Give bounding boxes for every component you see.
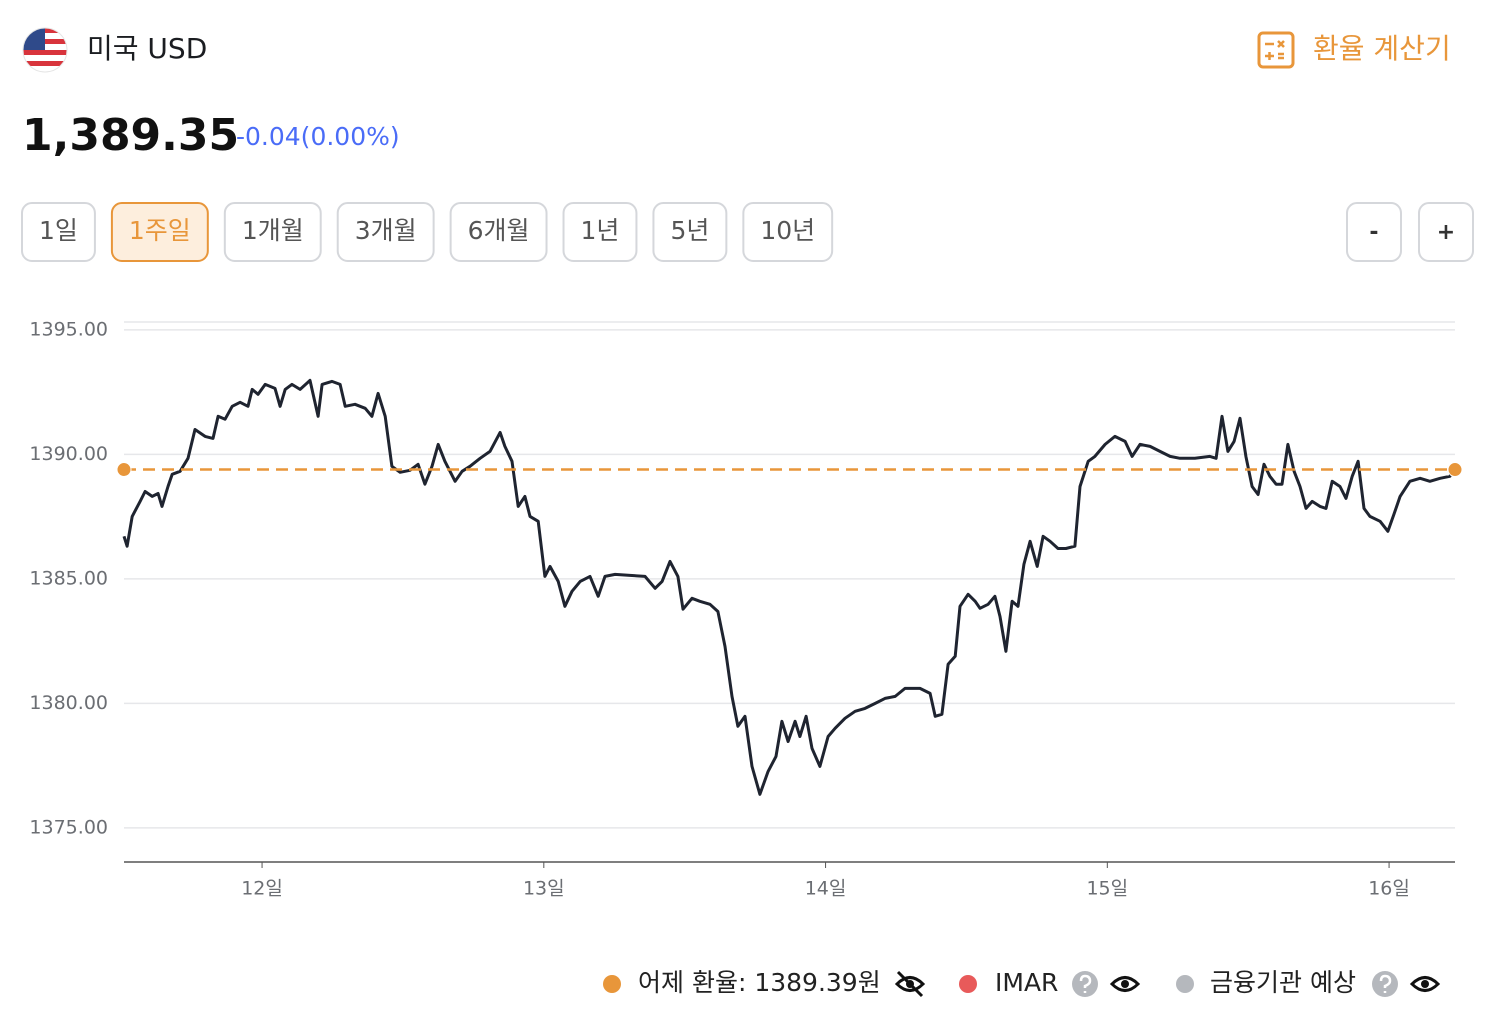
x-tick-label: 12일 xyxy=(241,878,283,900)
eye-slash[interactable] xyxy=(896,970,924,998)
price-line xyxy=(122,378,1457,796)
period-button[interactable]: 6개월 xyxy=(449,202,548,262)
period-button[interactable]: 5년 xyxy=(652,202,728,262)
calculator-label[interactable]: 환율 계산기 xyxy=(1313,32,1451,65)
x-tick-label: 16일 xyxy=(1368,878,1410,900)
period-button[interactable]: 1주일 xyxy=(110,202,209,262)
x-tick-label: 13일 xyxy=(523,878,565,900)
help-glyph[interactable] xyxy=(1379,974,1392,993)
period-button-bg[interactable] xyxy=(449,202,548,262)
period-button[interactable]: 3개월 xyxy=(336,202,435,262)
legend: 어제 환율: 1389.39원 IMAR 금융기관 예상 xyxy=(603,968,1441,998)
period-label[interactable]: 1일 xyxy=(39,216,78,245)
period-button[interactable]: 1일 xyxy=(21,202,96,262)
zoom-controls: - + xyxy=(1346,202,1474,262)
period-label[interactable]: 6개월 xyxy=(468,216,530,245)
y-tick-label: 1390.00 xyxy=(29,443,108,465)
y-tick-label: 1380.00 xyxy=(29,692,108,714)
period-button-bg[interactable] xyxy=(742,202,834,262)
x-tick-label: 14일 xyxy=(805,878,847,900)
period-button[interactable]: 1개월 xyxy=(223,202,322,262)
hidden-toggle[interactable] xyxy=(894,970,926,998)
help-icon[interactable] xyxy=(1072,971,1098,997)
price: 1,389.35 xyxy=(22,110,239,161)
period-tabs: 1일 1주일 1개월 3개월 6개월 1년 5년 10년 xyxy=(21,202,834,262)
period-label[interactable]: 3개월 xyxy=(355,216,417,245)
chart: 1375.00 1380.00 1385.00 1390.00 1395.00 12일 13… xyxy=(29,318,1463,900)
legend-dot xyxy=(1176,975,1194,993)
zoom-button-bg[interactable] xyxy=(1346,202,1402,262)
eye-pupil[interactable] xyxy=(1421,980,1429,988)
legend-dot xyxy=(603,975,621,993)
period-label[interactable]: 1주일 xyxy=(129,216,191,245)
flag-icon xyxy=(23,28,67,72)
x-tick-label: 15일 xyxy=(1086,878,1128,900)
legend-label: 어제 환율: 1389.39원 xyxy=(638,968,881,997)
visible-toggle[interactable] xyxy=(1409,976,1441,992)
y-tick-label: 1385.00 xyxy=(29,567,108,589)
legend-label: IMAR xyxy=(995,968,1058,997)
period-label[interactable]: 10년 xyxy=(760,216,815,245)
reference-point xyxy=(1447,462,1463,478)
period-button-bg[interactable] xyxy=(110,202,209,262)
zoom-button[interactable]: + xyxy=(1418,202,1474,262)
help-icon[interactable] xyxy=(1372,971,1398,997)
period-button[interactable]: 1년 xyxy=(562,202,638,262)
period-label[interactable]: 1년 xyxy=(581,216,620,245)
visible-toggle[interactable] xyxy=(1109,976,1141,992)
price-change: -0.04(0.00%) xyxy=(236,122,400,151)
eye-icon[interactable] xyxy=(1409,976,1441,992)
help-glyph[interactable] xyxy=(1079,974,1092,993)
zoom-label[interactable]: + xyxy=(1437,220,1455,245)
calculator-button[interactable]: 환율 계산기 xyxy=(1257,31,1451,69)
currency-name: 미국 USD xyxy=(87,32,207,65)
zoom-button-bg[interactable] xyxy=(1418,202,1474,262)
legend-label: 금융기관 예상 xyxy=(1210,968,1356,997)
period-button-bg[interactable] xyxy=(336,202,435,262)
reference-point xyxy=(116,462,132,478)
eye-icon[interactable] xyxy=(1109,976,1141,992)
period-button-bg[interactable] xyxy=(652,202,728,262)
period-label[interactable]: 1개월 xyxy=(242,216,304,245)
period-button[interactable]: 10년 xyxy=(742,202,834,262)
y-tick-label: 1375.00 xyxy=(29,816,108,838)
zoom-button[interactable]: - xyxy=(1346,202,1402,262)
eye-pupil[interactable] xyxy=(1121,980,1129,988)
legend-dot xyxy=(959,975,977,993)
flag-border xyxy=(22,27,68,73)
period-label[interactable]: 5년 xyxy=(670,216,709,245)
y-tick-label: 1395.00 xyxy=(29,318,108,340)
period-button-bg[interactable] xyxy=(562,202,638,262)
zoom-label[interactable]: - xyxy=(1369,220,1378,245)
period-button-bg[interactable] xyxy=(21,202,96,262)
period-button-bg[interactable] xyxy=(223,202,322,262)
